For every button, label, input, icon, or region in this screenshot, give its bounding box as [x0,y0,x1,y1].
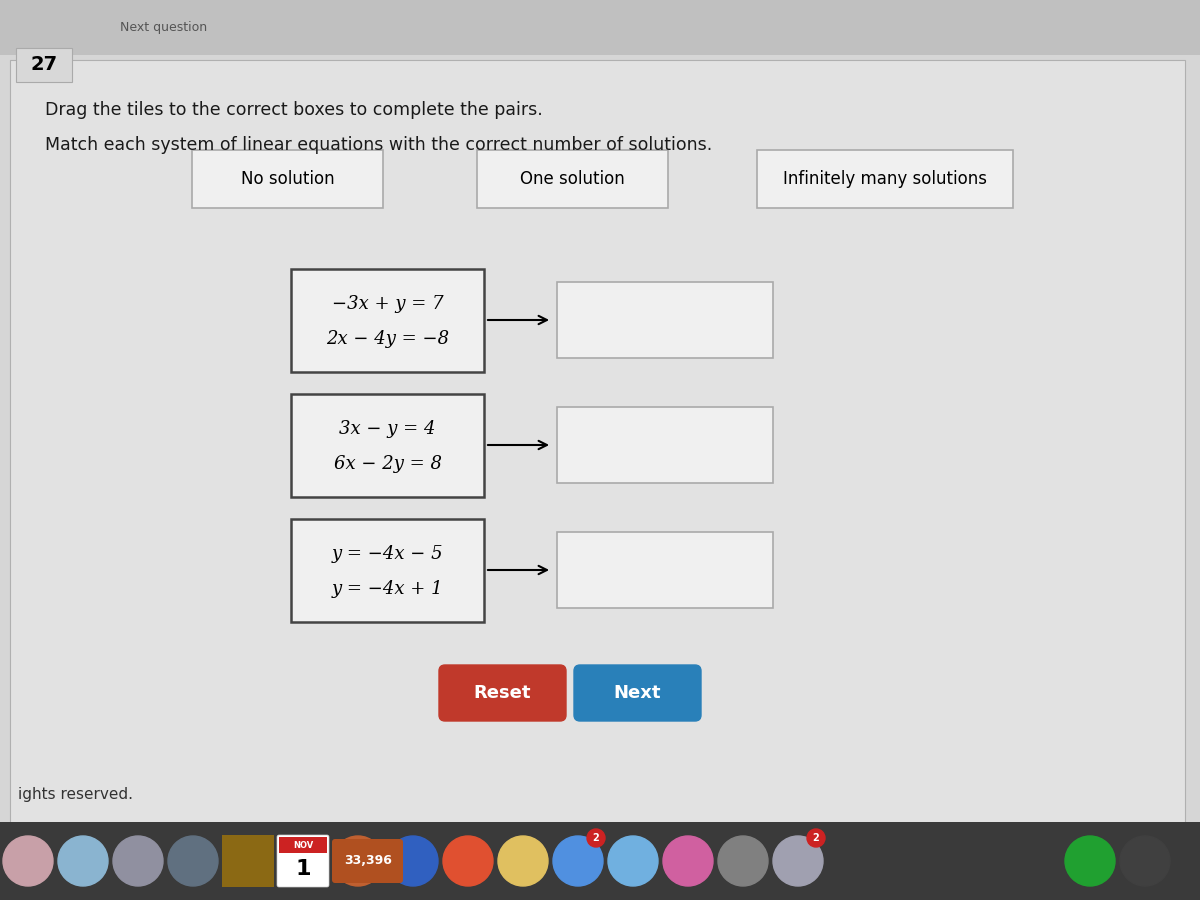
FancyBboxPatch shape [0,822,1200,900]
Text: One solution: One solution [520,170,625,188]
Circle shape [388,836,438,886]
Text: −3x + y = 7: −3x + y = 7 [331,295,443,313]
Text: 1: 1 [295,859,311,879]
Circle shape [1120,836,1170,886]
FancyBboxPatch shape [557,282,773,358]
Text: Infinitely many solutions: Infinitely many solutions [784,170,986,188]
FancyBboxPatch shape [557,407,773,483]
Text: Next: Next [613,684,661,702]
FancyBboxPatch shape [574,665,701,721]
Circle shape [58,836,108,886]
FancyBboxPatch shape [757,150,1013,208]
Text: No solution: No solution [241,170,335,188]
Text: Next question: Next question [120,22,208,34]
Text: Reset: Reset [473,684,530,702]
Circle shape [113,836,163,886]
FancyBboxPatch shape [192,150,383,208]
Text: NOV: NOV [293,841,313,850]
Text: 2: 2 [812,833,820,843]
Circle shape [773,836,823,886]
Text: 2: 2 [593,833,599,843]
Circle shape [443,836,493,886]
FancyBboxPatch shape [222,835,274,887]
Circle shape [662,836,713,886]
Text: Match each system of linear equations with the correct number of solutions.: Match each system of linear equations wi… [46,136,713,154]
FancyBboxPatch shape [292,393,484,497]
Text: ights reserved.: ights reserved. [18,788,133,803]
FancyBboxPatch shape [439,665,566,721]
Circle shape [808,829,826,847]
FancyBboxPatch shape [292,518,484,622]
Circle shape [2,836,53,886]
Circle shape [1066,836,1115,886]
Circle shape [498,836,548,886]
FancyBboxPatch shape [16,48,72,82]
Circle shape [587,829,605,847]
Text: 2x − 4y = −8: 2x − 4y = −8 [326,330,449,348]
Circle shape [334,836,383,886]
Text: 6x − 2y = 8: 6x − 2y = 8 [334,455,442,473]
Circle shape [718,836,768,886]
Text: 33,396: 33,396 [344,854,392,868]
Text: y = −4x + 1: y = −4x + 1 [331,580,443,598]
FancyBboxPatch shape [278,837,326,853]
Circle shape [608,836,658,886]
FancyBboxPatch shape [478,150,668,208]
Text: Drag the tiles to the correct boxes to complete the pairs.: Drag the tiles to the correct boxes to c… [46,101,542,119]
FancyBboxPatch shape [0,0,1200,55]
FancyBboxPatch shape [277,835,329,887]
Circle shape [168,836,218,886]
Circle shape [553,836,604,886]
Text: 3x − y = 4: 3x − y = 4 [340,419,436,438]
FancyBboxPatch shape [10,60,1186,825]
Text: 27: 27 [30,56,58,75]
FancyBboxPatch shape [557,532,773,608]
FancyBboxPatch shape [332,839,403,883]
FancyBboxPatch shape [292,268,484,372]
Circle shape [278,836,328,886]
Text: y = −4x − 5: y = −4x − 5 [331,544,443,562]
